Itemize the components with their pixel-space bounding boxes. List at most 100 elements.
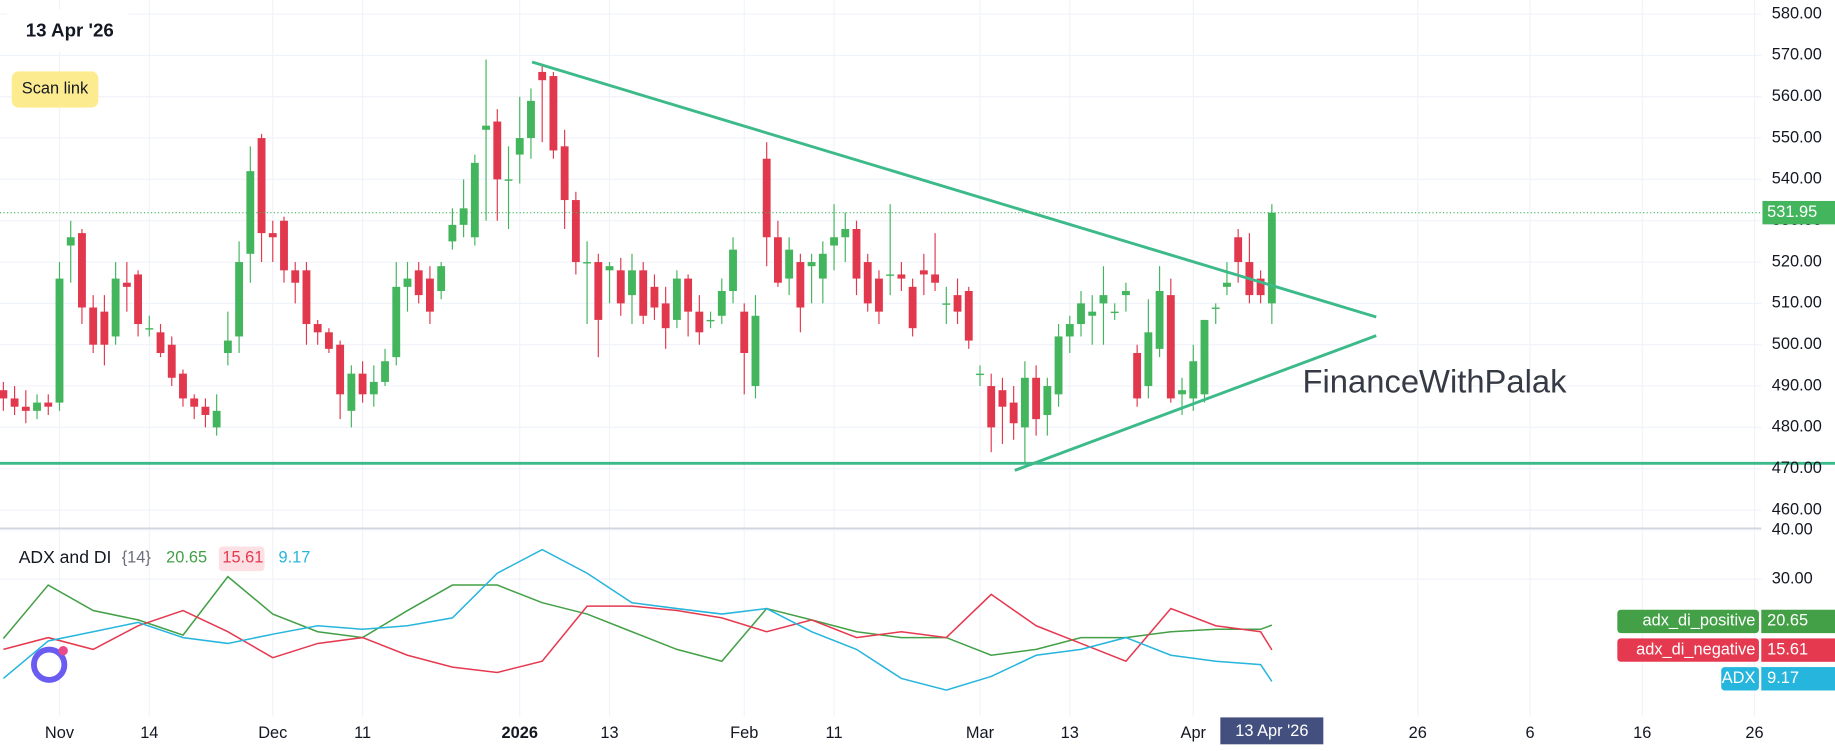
logo	[31, 646, 68, 683]
watermark: FinanceWithPalak	[1303, 363, 1568, 400]
y-tick-label: 470.00	[1772, 459, 1822, 477]
candle-body	[66, 237, 75, 246]
candle-body	[201, 406, 210, 415]
candle-body	[897, 274, 906, 279]
candle-body	[560, 146, 569, 201]
candle-body	[583, 262, 592, 264]
x-tick-label: Dec	[258, 724, 287, 742]
candle-body	[1009, 402, 1018, 424]
x-tick-label: 6	[1525, 724, 1534, 742]
candle-body	[594, 262, 603, 320]
candle-body	[33, 402, 41, 411]
candle-body	[1099, 295, 1108, 304]
y-tick-label: 510.00	[1772, 294, 1822, 312]
candle-body	[695, 311, 704, 333]
candle-body	[44, 402, 53, 407]
candle-body	[515, 138, 524, 155]
candle-body	[336, 344, 345, 395]
date-highlight-box	[1220, 717, 1324, 745]
candle-body	[538, 71, 547, 81]
x-tick-label: Mar	[966, 724, 995, 742]
candle-body	[616, 270, 625, 304]
candle-body	[1110, 311, 1119, 314]
indicator-line	[2, 548, 1273, 691]
x-tick-label: Apr	[1181, 724, 1207, 742]
candle-body	[313, 324, 322, 333]
candle-body	[807, 262, 816, 267]
candle-body	[571, 200, 580, 263]
indicator-param: {14}	[122, 549, 152, 567]
candle-body	[841, 228, 850, 238]
legend-name: ADX	[1722, 669, 1756, 687]
candle-body	[1166, 295, 1175, 399]
scan-link-button[interactable]	[11, 71, 99, 108]
x-tick-label: Feb	[730, 724, 758, 742]
y-tick-label: 500.00	[1772, 335, 1822, 353]
y-tick-label: 40.00	[1772, 520, 1813, 538]
legend-name-box	[1617, 609, 1759, 634]
x-tick-label: 13	[1061, 724, 1079, 742]
x-tick-label: 16	[1633, 724, 1651, 742]
candle-body	[493, 121, 502, 180]
date-box	[7, 9, 129, 52]
candle-body	[280, 220, 288, 271]
candle-body	[796, 262, 805, 308]
candle-body	[1020, 377, 1029, 428]
candle-body	[1088, 311, 1097, 316]
date-label: 13 Apr '26	[26, 20, 114, 41]
candle-body	[976, 373, 984, 376]
candle-body	[369, 381, 378, 395]
candle-body	[1189, 361, 1198, 399]
candle-body	[908, 286, 917, 329]
indicator-value-highlight	[218, 546, 265, 572]
x-tick-label: Nov	[45, 724, 75, 742]
candle-body	[470, 162, 479, 238]
candle-body	[1032, 377, 1041, 420]
candle-body	[684, 278, 693, 312]
candle-body	[549, 76, 558, 151]
logo-dot	[58, 646, 68, 656]
candle-body	[235, 262, 244, 337]
candle-body	[156, 332, 165, 353]
candle-body	[628, 270, 636, 296]
candle-body	[706, 319, 715, 322]
candle-body	[459, 208, 468, 225]
candle-body	[1133, 352, 1142, 399]
candle-body	[403, 278, 412, 287]
candle-body	[919, 270, 928, 275]
candle-body	[100, 311, 109, 345]
candle-body	[863, 262, 872, 304]
candle-body	[122, 282, 131, 287]
y-tick-label: 570.00	[1772, 46, 1822, 64]
candle-body	[998, 390, 1007, 407]
candle-body	[89, 307, 98, 345]
logo-ring	[31, 646, 68, 683]
x-tick-label: 11	[354, 724, 371, 742]
indicator-line	[3, 593, 1273, 674]
candle-body	[482, 125, 490, 130]
candle-body	[751, 315, 760, 387]
indicator-line	[2, 575, 1273, 663]
candle-body	[1065, 324, 1074, 337]
candle-body	[0, 390, 8, 399]
candle-body	[605, 266, 614, 271]
legend-value: 20.65	[1767, 612, 1808, 630]
legend-value-box	[1761, 667, 1835, 691]
candle-body	[672, 278, 681, 320]
candle-body	[1267, 212, 1276, 304]
indicator-value: 15.61	[222, 549, 263, 567]
candle-body	[437, 266, 446, 291]
candle-body	[1256, 278, 1265, 296]
candle-body	[729, 249, 737, 291]
x-tick-label: 11	[826, 724, 843, 742]
candle-body	[179, 373, 187, 399]
scan-link-text[interactable]: Scan link	[22, 79, 89, 97]
candle-body	[987, 386, 996, 428]
y-tick-label: 30.00	[1772, 569, 1813, 587]
candle-body	[818, 253, 827, 279]
y-tick-label: 480.00	[1772, 418, 1822, 436]
indicator-value: 9.17	[279, 549, 311, 567]
legend-name-box	[1721, 667, 1759, 691]
candle-body	[504, 179, 513, 181]
